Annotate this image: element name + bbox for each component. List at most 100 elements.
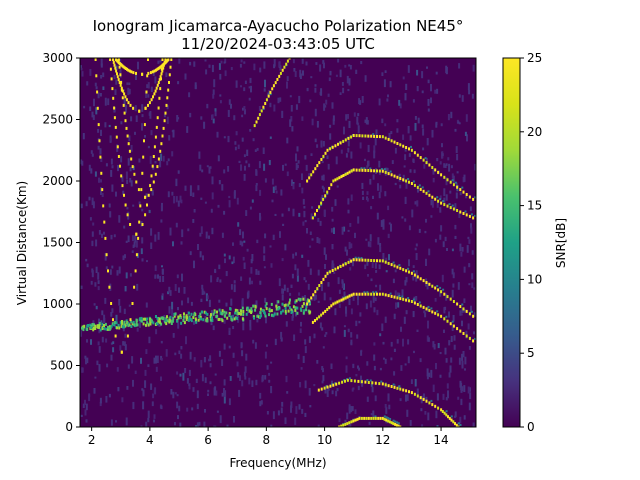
cusp-trace-2 [117,58,173,199]
noise-speck [214,108,217,112]
noise-speck [325,332,328,335]
noise-speck [432,341,435,348]
noise-speck [224,390,227,397]
echo-point [342,423,345,427]
noise-speck [385,270,388,273]
noise-speck [304,220,307,223]
noise-speck [241,114,244,118]
noise-speck [160,205,163,212]
cusp-point [162,66,165,70]
noise-speck [168,286,171,293]
noise-speck [355,374,358,377]
noise-speck [332,118,335,125]
noise-speck [156,355,159,363]
noise-speck [305,280,307,283]
echo-point [121,320,123,323]
echo-point [371,381,374,385]
noise-speck [154,76,157,84]
echo-point [434,404,437,408]
echo-point [281,302,284,306]
noise-speck [455,192,458,199]
noise-speck [345,153,348,158]
noise-speck [400,365,403,371]
y-tick-label: 2500 [42,113,73,127]
cusp-point [137,188,140,192]
noise-speck [405,182,408,189]
noise-speck [259,189,262,196]
noise-speck [350,194,353,201]
noise-speck [274,185,277,191]
echo-point [287,309,290,313]
noise-speck [314,87,317,93]
echo-point [350,135,353,139]
echo-point [367,416,370,420]
echo-point [169,315,172,319]
noise-speck [260,400,263,405]
noise-speck [146,84,149,89]
cusp-point [148,101,151,105]
noise-speck [86,263,89,268]
noise-speck [196,403,199,410]
echo-point [234,316,237,320]
echo-point [329,384,332,388]
echo-point [392,422,395,426]
noise-speck [268,160,271,166]
noise-speck [327,93,330,97]
echo-point [183,321,186,325]
noise-speck [264,79,266,88]
echo-point [113,323,116,327]
echo-point [384,170,387,174]
noise-speck [404,154,407,161]
echo-halo [324,196,327,199]
noise-speck [281,213,284,217]
noise-speck [384,358,387,364]
echo-point [419,304,422,308]
noise-speck [236,313,239,318]
cusp-point [110,302,113,305]
echo-point [324,151,327,155]
echo-point [367,292,370,296]
echo-point [211,316,213,320]
echo-point [367,134,370,138]
echo-point [393,140,396,144]
noise-speck [258,106,261,112]
cusp-point [129,318,132,322]
echo-point [213,310,216,314]
noise-speck [255,170,258,176]
noise-speck [223,210,226,215]
echo-point [459,329,462,333]
noise-speck [241,137,244,142]
echo-point [332,179,335,183]
noise-speck [348,241,351,250]
noise-speck [378,264,381,270]
cusp-point [105,253,108,257]
noise-speck [435,122,438,128]
echo-point [408,270,410,274]
echo-point [160,316,163,320]
cusp-point [161,58,164,61]
noise-speck [448,372,451,378]
echo-point [195,320,198,324]
noise-speck [161,265,163,268]
noise-speck [305,164,308,171]
echo-point [372,416,375,420]
echo-point [399,297,402,301]
noise-speck [169,227,172,236]
noise-speck [320,140,323,148]
noise-speck [91,111,94,118]
noise-speck [171,151,174,157]
noise-speck [370,206,373,210]
noise-speck [341,279,344,284]
noise-speck [147,410,150,418]
echo-point [348,421,351,425]
noise-speck [204,409,206,413]
noise-speck [294,71,297,77]
echo-point [342,139,345,143]
noise-speck [458,357,461,365]
noise-speck [110,234,113,240]
echo-point [332,383,335,387]
noise-speck [391,160,394,164]
noise-speck [221,184,224,191]
echo-point [395,423,398,427]
